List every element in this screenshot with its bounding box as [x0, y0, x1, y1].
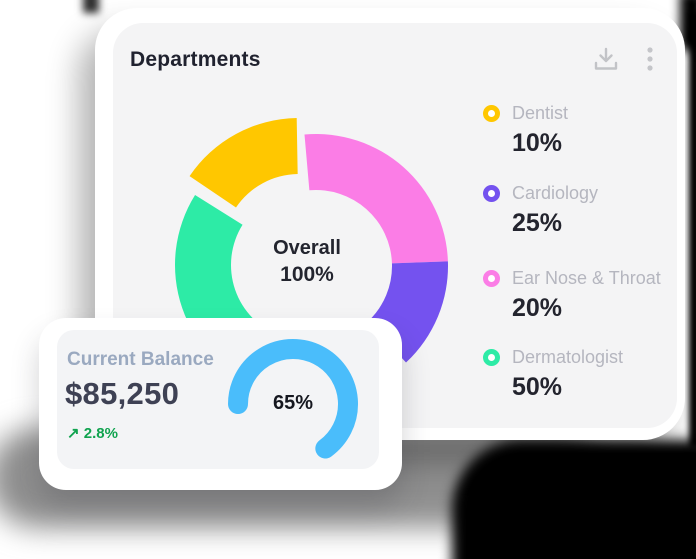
legend-dot-icon	[483, 269, 500, 287]
donut-segment-dentist[interactable]	[189, 118, 298, 208]
legend-value: 50%	[512, 373, 563, 401]
legend-label: Cardiology	[512, 183, 599, 203]
legend-value: 10%	[512, 129, 563, 157]
gauge-arc	[228, 339, 358, 459]
legend-label: Dermatologist	[512, 347, 624, 367]
legend-item-ear-nose-throat[interactable]: Ear Nose & Throat 20%	[483, 269, 683, 322]
legend-item-dermatologist[interactable]: Dermatologist 50%	[483, 348, 683, 401]
departments-title: Departments	[130, 48, 261, 71]
legend-value: 25%	[512, 209, 563, 237]
balance-change: ↗ 2.8%	[67, 424, 118, 442]
donut-segment-ear-nose-throat[interactable]	[304, 134, 448, 264]
legend-dot-icon	[483, 348, 500, 366]
donut-center-value: 100%	[280, 263, 334, 286]
legend-label: Dentist	[512, 103, 569, 123]
current-balance-card: Current Balance $85,250 ↗ 2.8% 65%	[39, 318, 402, 490]
gauge-value: 65%	[272, 392, 314, 414]
kebab-menu-icon	[647, 47, 653, 71]
legend-dot-icon	[483, 184, 500, 202]
donut-center-text: Overall 100%	[227, 235, 387, 288]
trend-up-arrow-icon: ↗	[67, 425, 80, 442]
legend-label: Ear Nose & Throat	[512, 268, 661, 288]
donut-center-label: Overall	[273, 237, 341, 259]
legend-item-dentist[interactable]: Dentist 10%	[483, 104, 683, 157]
more-options-button[interactable]	[640, 44, 660, 74]
balance-change-value: 2.8%	[83, 425, 118, 442]
balance-label: Current Balance	[67, 349, 214, 370]
download-icon	[594, 47, 618, 70]
legend-value: 20%	[512, 294, 563, 322]
dark-edge-right	[689, 12, 696, 448]
legend-dot-icon	[483, 104, 500, 122]
download-button[interactable]	[592, 44, 620, 74]
dark-corner-shadow	[452, 440, 696, 559]
dark-corner-top-right	[680, 0, 696, 50]
legend-item-cardiology[interactable]: Cardiology 25%	[483, 184, 683, 237]
balance-amount: $85,250	[65, 376, 180, 411]
dark-corner-top-left	[83, 0, 99, 13]
balance-gauge-chart	[228, 339, 358, 459]
